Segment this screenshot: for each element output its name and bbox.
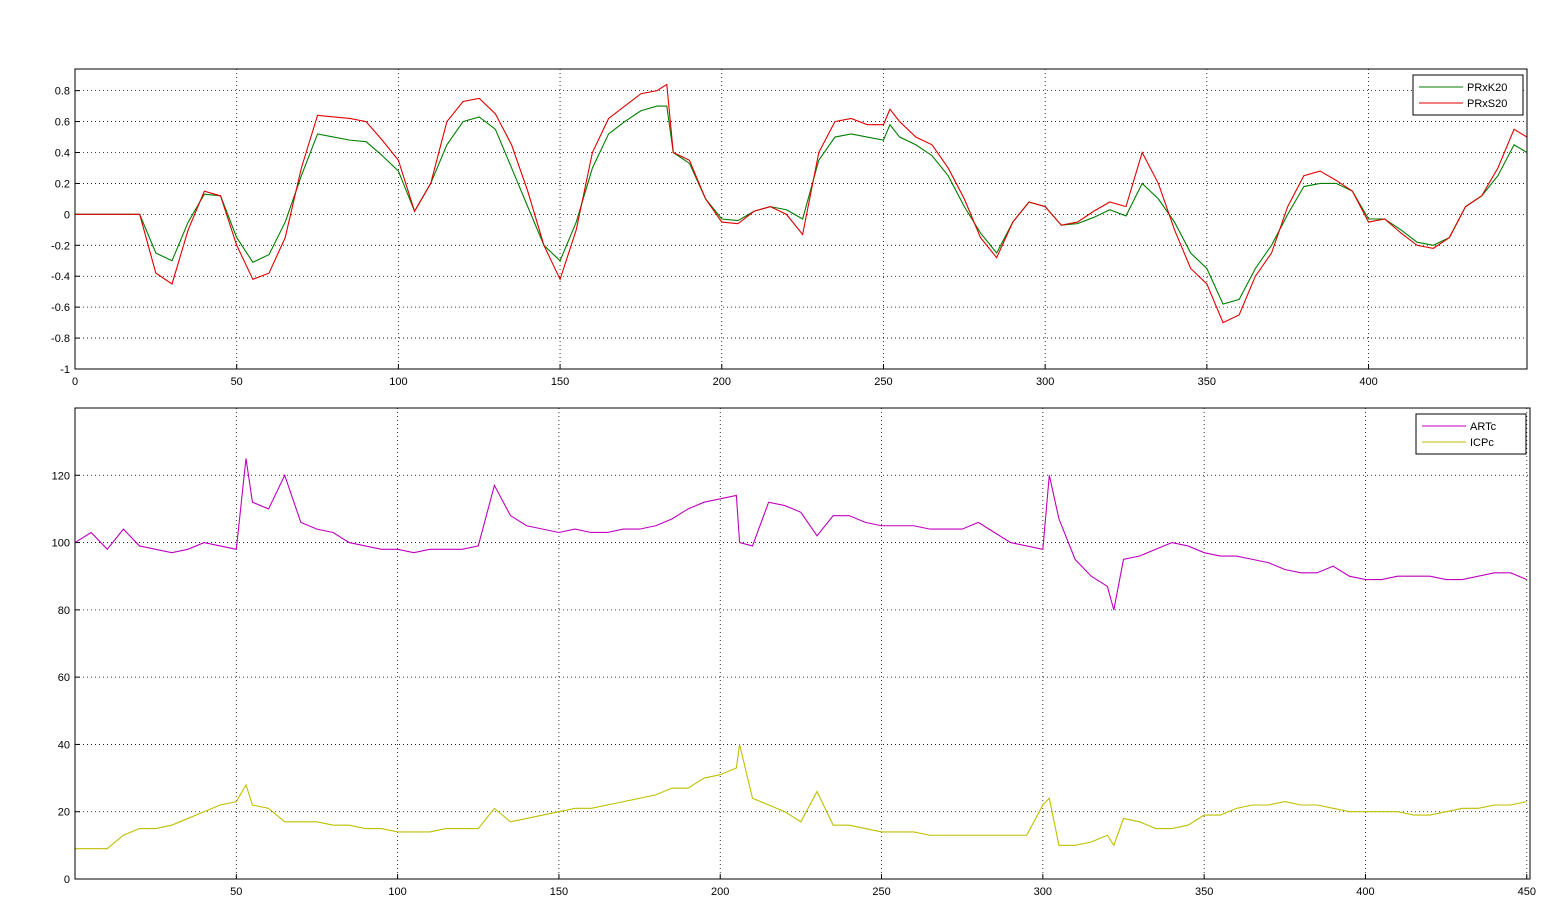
y-tick-label: 0	[64, 874, 70, 886]
x-tick-label: 100	[389, 376, 407, 388]
x-tick-label: 50	[230, 886, 242, 898]
data-line	[75, 744, 1527, 850]
x-tick-label: 150	[550, 886, 568, 898]
axes-frame	[74, 407, 1531, 880]
x-tick-label: 0	[72, 376, 78, 388]
y-tick-label: -0.4	[51, 271, 70, 283]
x-tick-label: 450	[1518, 886, 1536, 898]
axes-frame	[74, 68, 1528, 370]
y-tick-label: -0.6	[51, 302, 70, 314]
x-tick-label: 350	[1195, 886, 1213, 898]
y-tick-label: 120	[52, 470, 70, 482]
y-tick-label: -0.2	[51, 240, 70, 252]
x-tick-label: 350	[1198, 376, 1216, 388]
legend-box	[1412, 74, 1524, 116]
y-tick-label: 40	[58, 739, 70, 751]
data-line	[75, 105, 1528, 305]
legend-box	[1415, 413, 1527, 455]
y-tick-label: 20	[58, 807, 70, 819]
legend-label: PRxK20	[1467, 82, 1507, 94]
x-tick-label: 50	[231, 376, 243, 388]
plot-area	[75, 408, 1530, 879]
y-tick-label: 100	[52, 538, 70, 550]
x-tick-label: 250	[874, 376, 892, 388]
legend-label: ICPc	[1470, 437, 1494, 449]
y-tick-label: 0.6	[55, 117, 70, 129]
y-tick-label: 0.2	[55, 178, 70, 190]
plot-area	[75, 69, 1527, 369]
legend-label: ARTc	[1470, 421, 1497, 433]
x-tick-label: 400	[1359, 376, 1377, 388]
y-tick-label: 60	[58, 672, 70, 684]
legend-label: PRxS20	[1467, 98, 1507, 110]
data-line	[74, 458, 1527, 611]
y-tick-label: 0.8	[55, 86, 70, 98]
data-line	[75, 83, 1528, 324]
y-tick-label: -0.8	[51, 333, 70, 345]
x-tick-label: 100	[388, 886, 406, 898]
x-tick-label: 300	[1034, 886, 1052, 898]
x-tick-label: 300	[1036, 376, 1054, 388]
y-tick-label: 80	[58, 605, 70, 617]
y-tick-label: -1	[60, 364, 70, 376]
x-tick-label: 250	[872, 886, 890, 898]
y-tick-label: 0	[64, 209, 70, 221]
y-tick-label: 0.4	[55, 148, 70, 160]
x-tick-label: 400	[1356, 886, 1374, 898]
x-tick-label: 200	[711, 886, 729, 898]
x-tick-label: 150	[551, 376, 569, 388]
x-tick-label: 200	[713, 376, 731, 388]
